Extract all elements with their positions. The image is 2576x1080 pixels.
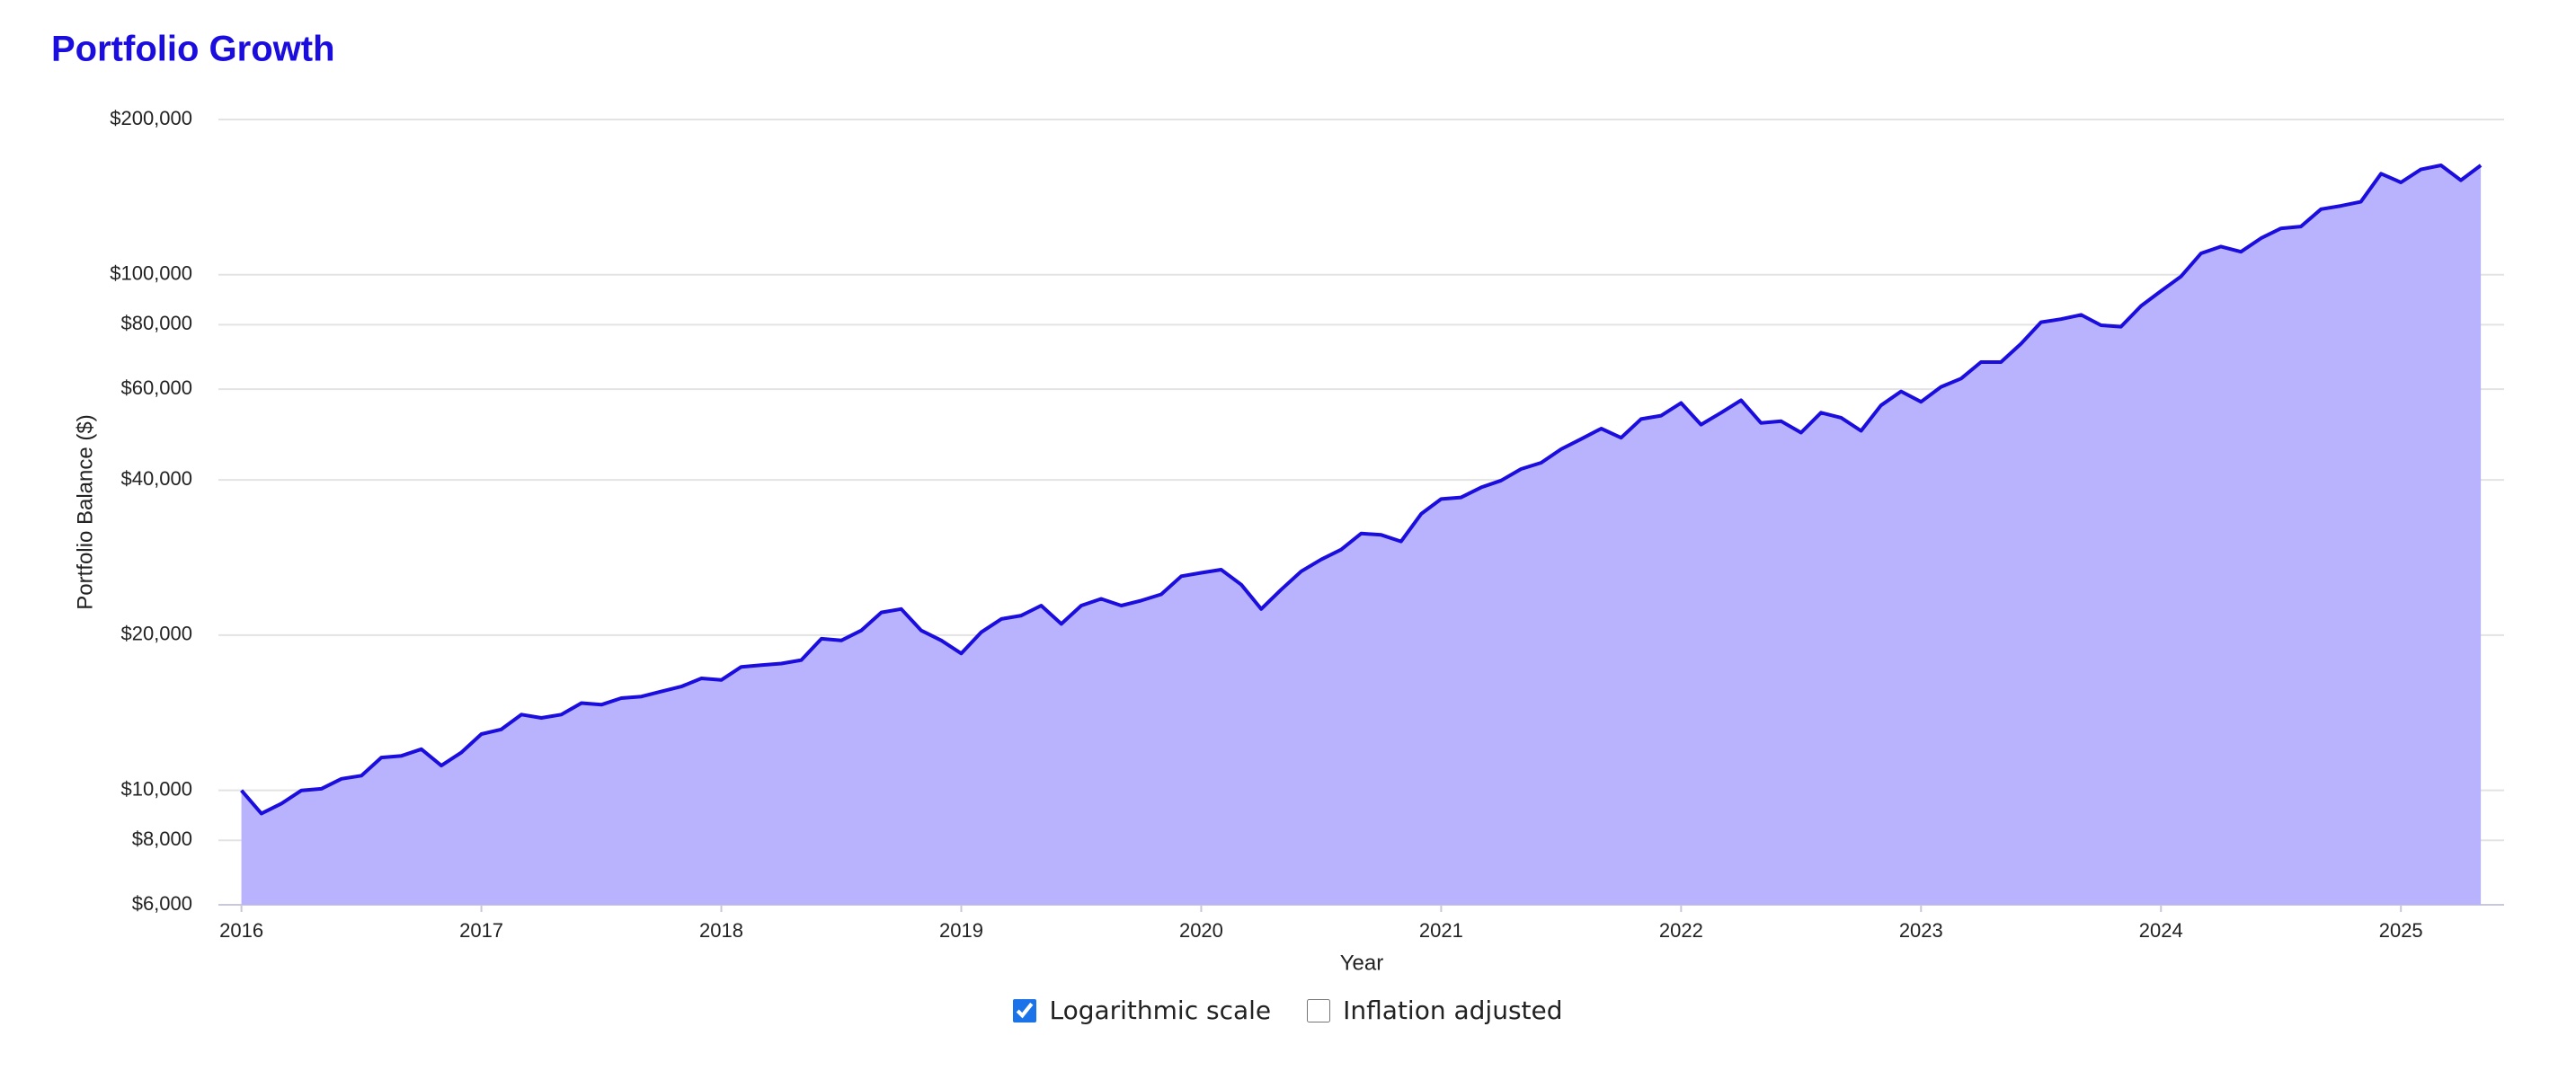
- y-tick-label: $80,000: [120, 312, 192, 334]
- checkbox-option[interactable]: Logarithmic scale: [1013, 996, 1271, 1025]
- y-tick-label: $20,000: [120, 623, 192, 645]
- y-tick-label: $200,000: [110, 107, 192, 129]
- y-tick-label: $60,000: [120, 376, 192, 399]
- x-axis-label: Year: [1340, 951, 1384, 975]
- x-tick-label: 2022: [1659, 919, 1703, 942]
- line: [240, 164, 2483, 816]
- x-tick-label: 2023: [1899, 919, 1943, 942]
- x-tick-label: 2024: [2139, 919, 2183, 942]
- checkbox-label: Inflation adjusted: [1343, 996, 1563, 1025]
- checkbox[interactable]: [1013, 998, 1037, 1022]
- checkbox[interactable]: [1307, 998, 1331, 1022]
- y-tick-label: $8,000: [132, 828, 192, 850]
- x-tick-label: 2017: [459, 919, 503, 942]
- y-tick-label: $10,000: [120, 777, 192, 800]
- checkbox-label: Logarithmic scale: [1049, 996, 1272, 1025]
- x-tick-label: 2025: [2379, 919, 2423, 942]
- x-tick-label: 2018: [699, 919, 743, 942]
- y-axis-label: Portfolio Balance ($): [73, 414, 97, 609]
- y-tick-label: $6,000: [132, 892, 192, 915]
- x-tick-label: 2020: [1179, 919, 1223, 942]
- y-tick-label: $100,000: [110, 262, 192, 285]
- chart-title: Portfolio Growth: [51, 30, 335, 69]
- x-tick-label: 2016: [219, 919, 263, 942]
- controls: Logarithmic scale Inflation adjusted: [0, 996, 2576, 1025]
- y-tick-label: $40,000: [120, 467, 192, 490]
- x-tick-label: 2021: [1419, 919, 1463, 942]
- chart: Portfolio Growth Year Portfolio Balance …: [51, 30, 2504, 975]
- x-tick-label: 2019: [939, 919, 983, 942]
- checkbox-option[interactable]: Inflation adjusted: [1307, 996, 1563, 1025]
